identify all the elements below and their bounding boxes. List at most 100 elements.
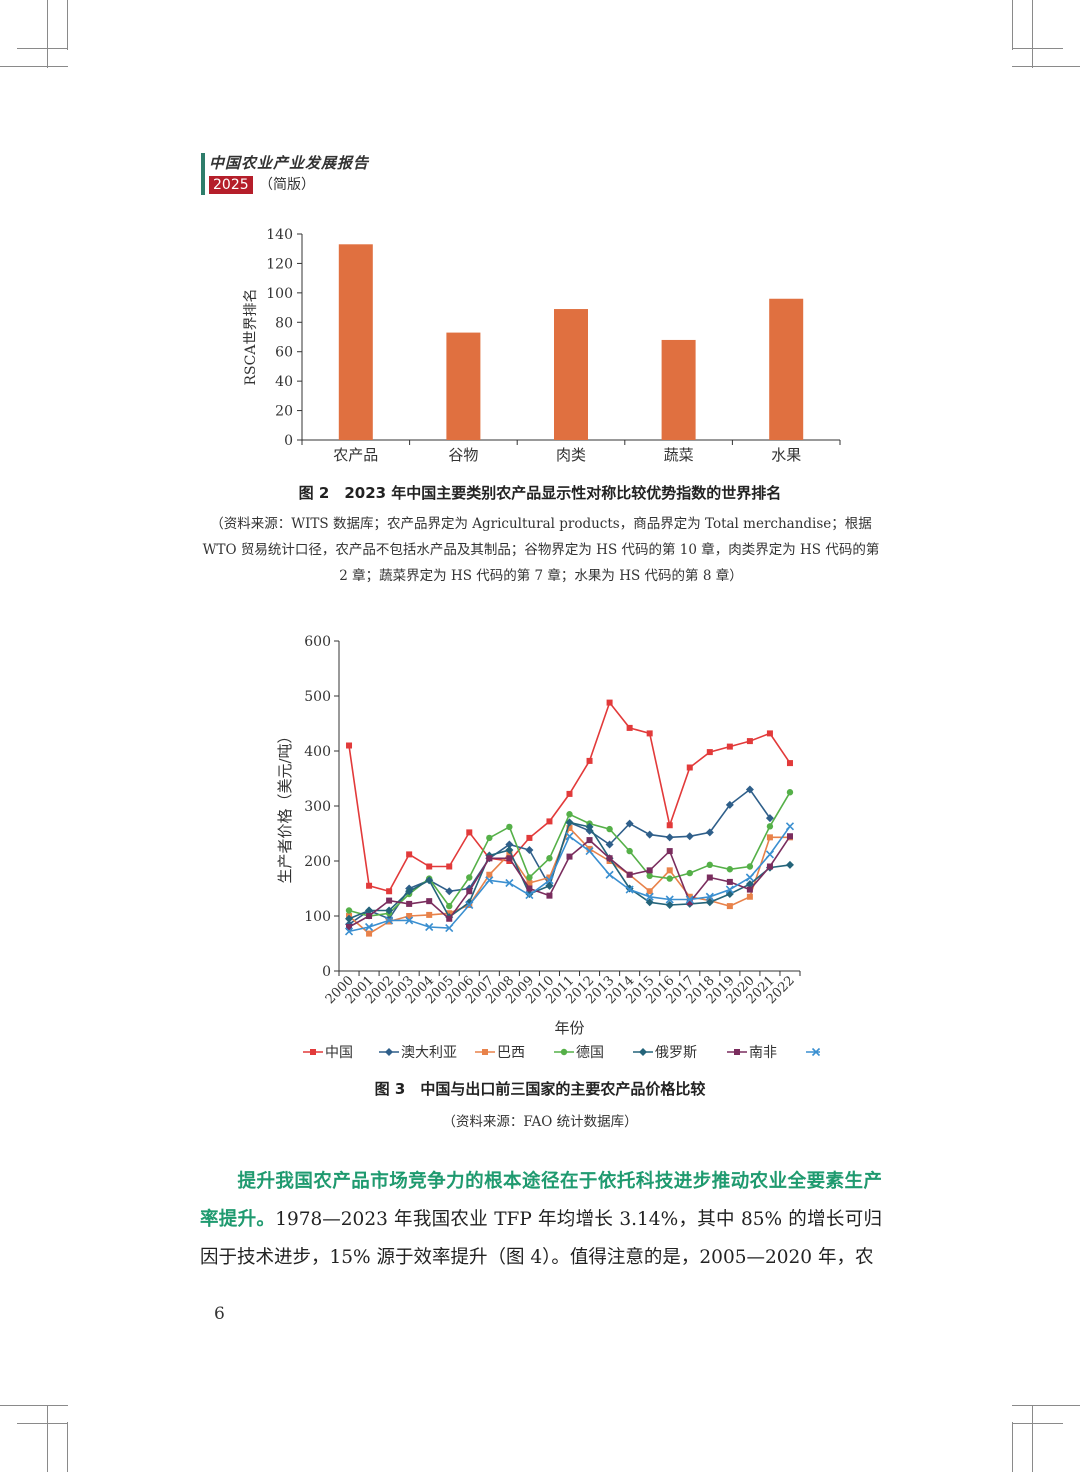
data-point — [426, 863, 433, 870]
data-point — [665, 833, 674, 842]
data-point — [505, 878, 514, 888]
marker-stroke — [811, 1047, 820, 1057]
data-point — [766, 863, 773, 870]
y-tick-label: 500 — [304, 689, 331, 705]
legend-item: 中国 — [303, 1045, 353, 1061]
legend-item: 澳大利亚 — [379, 1045, 457, 1061]
data-point — [505, 840, 514, 849]
data-point — [545, 881, 554, 890]
data-point — [706, 874, 713, 881]
data-point — [666, 875, 673, 882]
data-point — [665, 895, 674, 904]
data-point — [605, 870, 614, 879]
x-tick-label: 农产品 — [333, 446, 378, 464]
y-tick-label: 0 — [284, 433, 293, 449]
marker-stroke — [485, 876, 494, 885]
data-point — [545, 876, 554, 885]
legend-swatch-marker — [560, 1048, 568, 1056]
data-point — [426, 911, 433, 918]
legend-label: 中国 — [325, 1045, 353, 1061]
data-point — [385, 906, 394, 915]
data-point — [346, 924, 353, 930]
data-point — [706, 861, 714, 869]
series-1 — [346, 699, 793, 895]
data-point — [566, 790, 573, 797]
figure-3-source: （资料来源：FAO 统计数据库） — [442, 1114, 638, 1130]
data-point — [745, 873, 754, 882]
page-number: 6 — [214, 1304, 225, 1324]
marker-stroke — [665, 895, 674, 904]
marker-stroke — [685, 895, 694, 904]
data-point — [366, 882, 373, 889]
figure-3-caption: 图 3 中国与出口前三国家的主要农产品价格比较 — [374, 1080, 706, 1098]
data-point — [506, 823, 513, 831]
data-point — [486, 871, 493, 878]
data-point — [626, 724, 633, 731]
bar-2 — [446, 332, 481, 440]
data-point — [345, 914, 354, 923]
data-point — [425, 922, 434, 932]
legend-label: 俄罗斯 — [655, 1045, 697, 1061]
data-point — [606, 825, 613, 833]
legend-swatch-marker — [639, 1048, 647, 1056]
data-point — [406, 900, 413, 907]
report-year: 2025 — [209, 176, 253, 194]
legend-swatch-marker — [482, 1049, 488, 1055]
data-point — [506, 855, 513, 862]
data-point — [526, 834, 533, 841]
y-tick-label: 400 — [304, 744, 331, 760]
x-tick-label: 蔬菜 — [664, 446, 694, 464]
figure-2-source: （资料来源：WITS 数据库；农产品界定为 Agricultural produ… — [202, 516, 880, 584]
marker-stroke — [344, 927, 354, 936]
legend-swatch-marker — [385, 1048, 393, 1056]
data-point — [625, 885, 634, 894]
legend-swatch-marker — [310, 1049, 316, 1055]
data-point — [746, 863, 754, 870]
data-point — [546, 855, 553, 862]
data-point — [385, 916, 394, 925]
y-tick-label: 100 — [304, 909, 331, 925]
data-point — [646, 888, 653, 895]
legend-label: 南非 — [749, 1045, 777, 1061]
legend-label: 澳大利亚 — [401, 1045, 457, 1061]
data-point — [726, 878, 733, 885]
data-point — [666, 822, 673, 829]
marker-stroke — [565, 832, 574, 841]
data-point — [686, 869, 693, 877]
data-point — [705, 892, 714, 901]
marker-stroke — [445, 924, 454, 933]
data-point — [626, 847, 633, 855]
data-point — [486, 834, 493, 842]
data-point — [765, 814, 774, 823]
data-point — [465, 898, 474, 907]
data-point — [725, 885, 734, 894]
data-point — [746, 738, 753, 745]
bar-3 — [554, 309, 588, 440]
data-point — [685, 832, 694, 841]
data-point — [726, 743, 733, 750]
marker-stroke — [585, 847, 594, 856]
legend-item: 德国 — [554, 1045, 604, 1061]
data-point — [686, 899, 693, 906]
data-point — [645, 830, 654, 839]
data-point — [786, 789, 794, 796]
series-7 — [344, 822, 795, 936]
marker-stroke — [745, 873, 754, 882]
data-point — [745, 785, 754, 794]
marker-stroke — [725, 885, 734, 894]
marker-stroke — [645, 892, 654, 901]
series-line — [348, 700, 791, 893]
data-point — [766, 730, 773, 737]
report-title: 中国农业产业发展报告 — [209, 154, 370, 172]
data-point — [565, 818, 574, 827]
data-point — [466, 829, 473, 836]
producer-price-line-chart: 0100200300400500600200020012002200320042… — [276, 634, 820, 1061]
data-point — [705, 898, 714, 907]
data-point — [625, 819, 634, 828]
data-point — [786, 833, 793, 840]
body-text: 1978—2023 年我国农业 TFP 年均增长 3.14%，其中 85% 的增… — [200, 1209, 882, 1268]
x-tick-label: 谷物 — [448, 446, 478, 464]
data-point — [546, 874, 553, 881]
data-point — [705, 828, 714, 837]
marker-stroke — [785, 822, 795, 831]
